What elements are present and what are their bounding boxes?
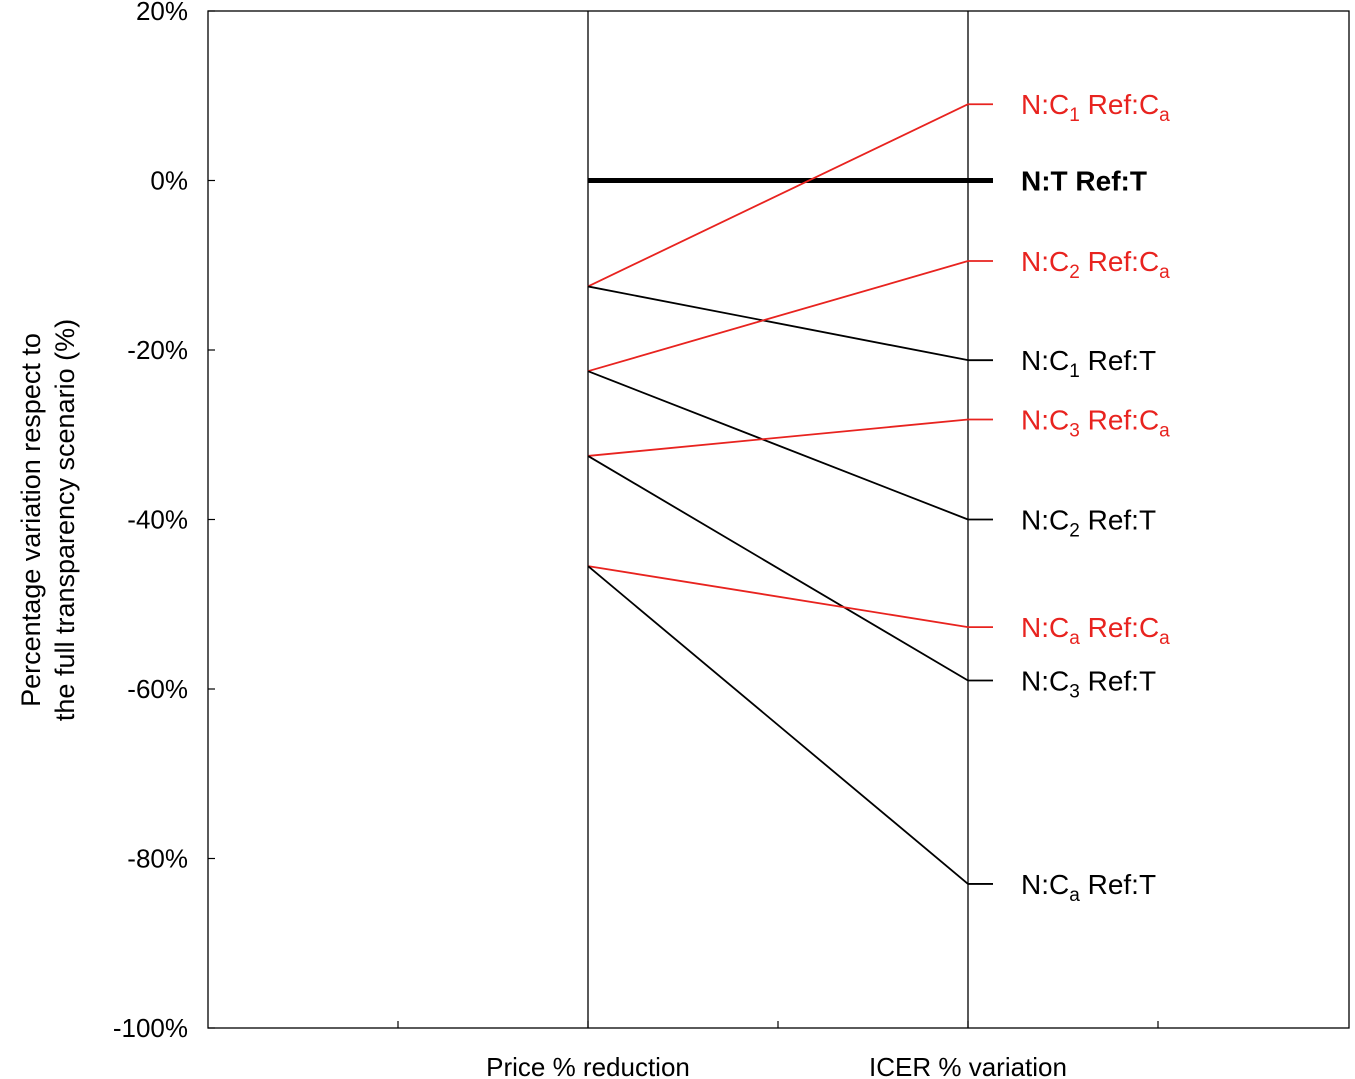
series-label: N:C2 Ref:Ca: [1021, 246, 1170, 283]
series-label-text: N:C: [1021, 505, 1069, 536]
series-label-subscript: 2: [1069, 262, 1080, 283]
y-tick-label: 20%: [136, 0, 188, 26]
series-label: N:T Ref:T: [1021, 166, 1147, 197]
x-category-label: ICER % variation: [869, 1052, 1067, 1079]
x-category-labels: Price % reduction ICER % variation: [486, 1052, 1067, 1079]
series-line: [587, 565, 993, 629]
series-label-text: N:C: [1021, 246, 1069, 277]
series-label-subscript: a: [1159, 262, 1170, 283]
series-label: N:Ca Ref:Ca: [1021, 612, 1170, 649]
series-label-text: Ref:C: [1080, 612, 1159, 643]
y-axis-title-text: Percentage variation respect to the full …: [16, 319, 80, 721]
series-lines: [587, 103, 993, 885]
series-label-subscript: a: [1069, 885, 1080, 906]
series-label-subscript: a: [1159, 105, 1170, 126]
series-label-subscript: 3: [1069, 682, 1080, 703]
series-label-text: N:C: [1021, 612, 1069, 643]
series-label-subscript: a: [1159, 628, 1170, 649]
series-label-text: Ref:C: [1080, 89, 1159, 120]
x-category-label: Price % reduction: [486, 1052, 690, 1079]
series-label-text: N:C: [1021, 666, 1069, 697]
series-line: [587, 455, 993, 682]
series-label-text: Ref:T: [1080, 505, 1156, 536]
series-label-text: N:C: [1021, 869, 1069, 900]
series-line: [587, 418, 993, 457]
series-label-text: N:C: [1021, 345, 1069, 376]
y-axis-title: Percentage variation respect to the full …: [16, 319, 80, 721]
series-label-subscript: 1: [1069, 361, 1080, 382]
series-label: N:C2 Ref:T: [1021, 505, 1156, 542]
series-line: [587, 260, 993, 373]
series-label-text: N:T Ref:T: [1021, 166, 1147, 197]
series-label-text: N:C: [1021, 89, 1069, 120]
y-tick-label: -100%: [113, 1013, 188, 1043]
series-line: [587, 565, 993, 885]
series-label-subscript: 3: [1069, 420, 1080, 441]
series-label: N:C1 Ref:T: [1021, 345, 1156, 382]
series-label: N:C1 Ref:Ca: [1021, 89, 1170, 126]
series-label-text: Ref:C: [1080, 404, 1159, 435]
series-labels: N:T Ref:TN:C1 Ref:CaN:C1 Ref:TN:C2 Ref:C…: [1021, 89, 1170, 906]
series-label-text: Ref:T: [1080, 666, 1156, 697]
series-label-text: N:C: [1021, 404, 1069, 435]
y-tick-label: 0%: [150, 166, 188, 196]
series-line: [587, 370, 993, 521]
series-label-subscript: a: [1159, 420, 1170, 441]
series-line: [587, 103, 993, 288]
series-label-subscript: a: [1069, 628, 1080, 649]
axes: [207, 10, 1350, 1029]
y-ticks: 20% 0% -20% -40% -60% -80% -100%: [113, 0, 215, 1043]
series-label: N:Ca Ref:T: [1021, 869, 1156, 906]
series-label-text: Ref:T: [1080, 345, 1156, 376]
y-tick-label: -80%: [127, 844, 188, 874]
series-label-subscript: 1: [1069, 105, 1080, 126]
series-line: [587, 285, 993, 362]
y-tick-label: -20%: [127, 335, 188, 365]
y-axis-title-line: the full transparency scenario (%): [50, 319, 80, 721]
plot-frame: [207, 10, 1350, 1029]
series-label: N:C3 Ref:T: [1021, 666, 1156, 703]
y-axis-title-line: Percentage variation respect to: [16, 333, 46, 707]
y-tick-label: -40%: [127, 505, 188, 535]
y-tick-label: -60%: [127, 674, 188, 704]
series-label-text: Ref:T: [1080, 869, 1156, 900]
series-label-subscript: 2: [1069, 521, 1080, 542]
series-label-text: Ref:C: [1080, 246, 1159, 277]
series-label: N:C3 Ref:Ca: [1021, 404, 1170, 441]
